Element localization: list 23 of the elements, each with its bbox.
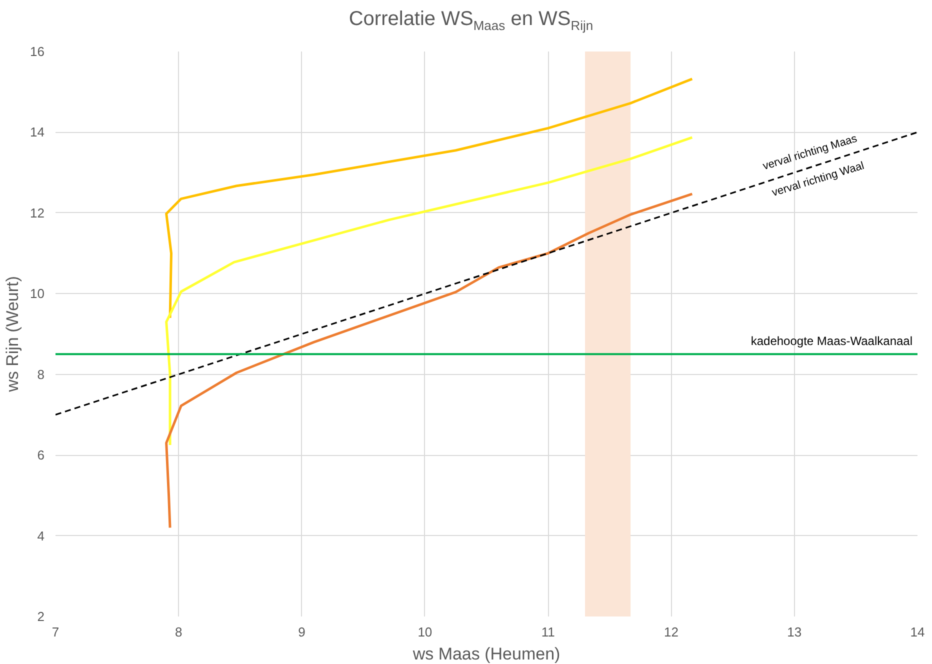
y-tick-label: 16 [30,44,45,59]
x-tick-label: 13 [787,624,802,640]
y-tick-label: 6 [37,448,45,463]
x-tick-label: 10 [418,624,432,640]
x-tick-label: 11 [541,624,555,640]
line-series [165,192,694,529]
y-tick-label: 8 [37,366,45,382]
chart-title: Correlatie WS$_{Maas}$ en WS$_{Rijn}$ [348,7,594,35]
y-tick-label: 14 [30,124,45,140]
y-tick-label: 2 [37,609,45,624]
x-tick-label: 8 [175,624,182,640]
ref-line-label: kadehoogte Maas-Waalkanaal [750,334,912,348]
line-series [165,78,694,320]
y-axis-title: ws Rijn (Weurt) [3,276,22,393]
x-axis-title: ws Maas (Heumen) [412,644,560,664]
x-tick-label: 12 [664,624,678,640]
y-tick-label: 12 [30,205,45,220]
y-tick-label: 4 [37,528,45,544]
x-tick-label: 7 [52,624,60,640]
x-tick-label: 9 [298,624,306,640]
x-tick-label: 14 [910,624,925,640]
line-series [165,136,694,446]
y-tick-label: 10 [30,286,45,302]
